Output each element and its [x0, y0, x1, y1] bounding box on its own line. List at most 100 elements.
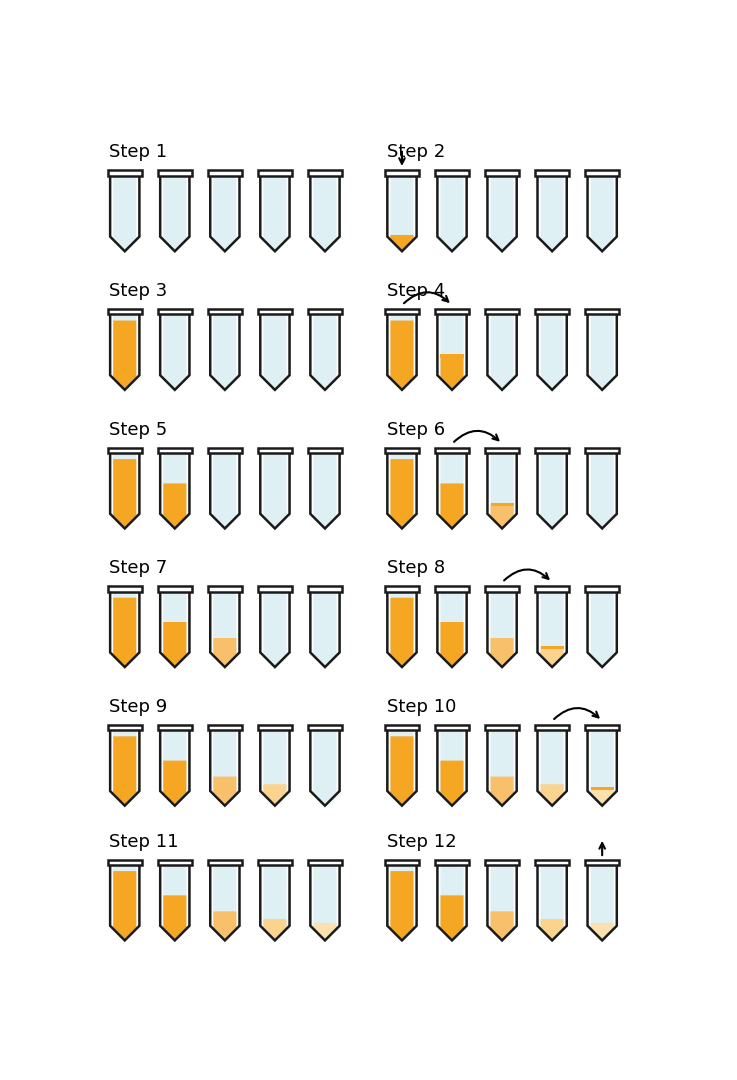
- PathPatch shape: [391, 872, 413, 939]
- PathPatch shape: [263, 863, 287, 939]
- Bar: [441, 354, 464, 357]
- PathPatch shape: [164, 590, 186, 665]
- Bar: [108, 860, 142, 865]
- PathPatch shape: [263, 313, 287, 389]
- PathPatch shape: [491, 590, 514, 665]
- Text: Step 6: Step 6: [387, 421, 444, 438]
- PathPatch shape: [164, 760, 186, 805]
- Text: Step 4: Step 4: [387, 282, 445, 300]
- Bar: [208, 586, 242, 592]
- PathPatch shape: [313, 863, 337, 939]
- Bar: [585, 447, 619, 453]
- PathPatch shape: [391, 235, 413, 249]
- Bar: [258, 171, 292, 176]
- PathPatch shape: [113, 174, 136, 249]
- PathPatch shape: [491, 505, 514, 527]
- PathPatch shape: [113, 737, 136, 805]
- PathPatch shape: [441, 313, 464, 389]
- Bar: [535, 586, 569, 592]
- PathPatch shape: [491, 863, 514, 939]
- Bar: [158, 309, 192, 314]
- Bar: [385, 309, 419, 314]
- PathPatch shape: [164, 622, 186, 665]
- PathPatch shape: [113, 590, 136, 665]
- Bar: [385, 860, 419, 865]
- Bar: [308, 309, 342, 314]
- PathPatch shape: [540, 174, 564, 249]
- PathPatch shape: [113, 321, 136, 389]
- Bar: [585, 860, 619, 865]
- PathPatch shape: [590, 729, 614, 805]
- PathPatch shape: [213, 174, 237, 249]
- PathPatch shape: [113, 597, 136, 665]
- Bar: [491, 502, 514, 505]
- PathPatch shape: [313, 174, 337, 249]
- PathPatch shape: [113, 459, 136, 527]
- Bar: [435, 171, 469, 176]
- Bar: [535, 171, 569, 176]
- PathPatch shape: [441, 863, 464, 939]
- Text: Step 2: Step 2: [387, 144, 445, 161]
- Bar: [158, 171, 192, 176]
- PathPatch shape: [491, 313, 514, 389]
- PathPatch shape: [491, 729, 514, 805]
- PathPatch shape: [213, 590, 237, 665]
- PathPatch shape: [491, 451, 514, 527]
- Text: Step 3: Step 3: [109, 282, 167, 300]
- PathPatch shape: [263, 590, 287, 665]
- PathPatch shape: [113, 729, 136, 805]
- Bar: [158, 860, 192, 865]
- Bar: [585, 171, 619, 176]
- Bar: [108, 171, 142, 176]
- Text: Step 7: Step 7: [109, 559, 167, 577]
- PathPatch shape: [213, 638, 237, 665]
- PathPatch shape: [540, 729, 564, 805]
- PathPatch shape: [391, 597, 413, 665]
- Bar: [485, 309, 519, 314]
- Text: Step 8: Step 8: [387, 559, 444, 577]
- Bar: [485, 171, 519, 176]
- PathPatch shape: [263, 451, 287, 527]
- PathPatch shape: [213, 912, 237, 939]
- PathPatch shape: [164, 863, 186, 939]
- Bar: [108, 725, 142, 730]
- Bar: [108, 447, 142, 453]
- PathPatch shape: [540, 451, 564, 527]
- Text: Step 5: Step 5: [109, 421, 167, 438]
- PathPatch shape: [491, 174, 514, 249]
- Bar: [258, 725, 292, 730]
- PathPatch shape: [491, 638, 514, 665]
- PathPatch shape: [441, 590, 464, 665]
- Bar: [585, 309, 619, 314]
- PathPatch shape: [164, 484, 186, 527]
- PathPatch shape: [213, 777, 237, 805]
- Bar: [308, 860, 342, 865]
- PathPatch shape: [313, 922, 337, 939]
- Bar: [435, 447, 469, 453]
- PathPatch shape: [164, 895, 186, 939]
- PathPatch shape: [491, 912, 514, 939]
- PathPatch shape: [441, 357, 464, 389]
- Text: Step 10: Step 10: [387, 698, 456, 716]
- PathPatch shape: [213, 729, 237, 805]
- PathPatch shape: [391, 451, 413, 527]
- Bar: [258, 586, 292, 592]
- Bar: [258, 447, 292, 453]
- Bar: [435, 860, 469, 865]
- PathPatch shape: [213, 451, 237, 527]
- Bar: [485, 586, 519, 592]
- PathPatch shape: [540, 313, 564, 389]
- Bar: [535, 725, 569, 730]
- Bar: [385, 586, 419, 592]
- Bar: [535, 860, 569, 865]
- Bar: [590, 786, 614, 789]
- Bar: [108, 586, 142, 592]
- Bar: [208, 309, 242, 314]
- Bar: [258, 860, 292, 865]
- Text: Step 9: Step 9: [109, 698, 167, 716]
- Bar: [308, 171, 342, 176]
- PathPatch shape: [590, 590, 614, 665]
- PathPatch shape: [441, 760, 464, 805]
- Bar: [435, 725, 469, 730]
- Bar: [208, 447, 242, 453]
